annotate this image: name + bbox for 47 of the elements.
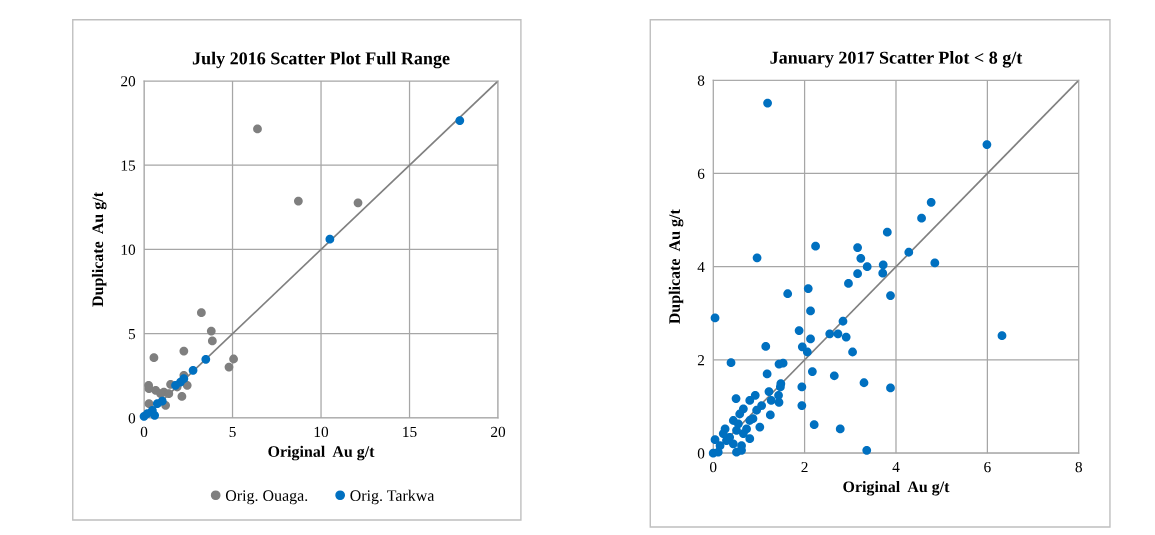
x-axis-title: Original Au g/t [268,445,375,461]
point [177,392,187,401]
x-tick-label: 20 [491,426,506,438]
x-tick-label: 8 [1075,461,1083,473]
x-tick-label: 6 [984,461,991,473]
point [325,234,335,244]
x-tick-label: 10 [314,426,329,438]
point [455,116,465,125]
y-tick-label: 15 [121,160,136,171]
y-tick-label: 0 [128,413,136,424]
legend-label: Orig. Ouaga. [225,490,308,505]
y-tick-label: 5 [128,329,136,340]
point [207,336,217,346]
x-tick-label: 4 [892,462,900,473]
y-tick-label: 6 [697,168,705,179]
x-tick-label: 5 [229,426,236,438]
x-tick-label: 2 [801,461,808,473]
point [353,198,363,208]
point [253,124,262,134]
y-tick-label: 10 [121,244,136,255]
point [143,409,152,419]
point [224,362,234,372]
point [201,354,211,364]
x-axis-title: Original Au g/t [843,480,950,496]
y-tick-label: 2 [697,355,705,366]
y-tick-label: 8 [697,75,705,86]
point [188,365,198,375]
y-axis-title: Duplicate Au g/t [668,209,684,324]
point [206,326,216,336]
point [293,196,303,206]
point [229,354,238,364]
x-tick-label: 15 [403,426,417,438]
y-tick-label: 0 [697,448,705,459]
point [150,410,160,420]
point [196,308,206,318]
x-tick-label: 0 [140,426,148,438]
point [179,346,189,356]
point [164,389,174,399]
chart-title: January 2017 Scatter Plot < 8 g/t [770,51,1023,68]
y-tick-label: 4 [697,261,705,272]
y-tick-label: 20 [121,76,136,87]
y-axis-title: Duplicate Au g/t [91,192,107,307]
point [149,353,159,363]
point [152,399,162,409]
x-tick-label: 0 [709,461,717,473]
chart-title: July 2016 Scatter Plot Full Range [192,51,450,69]
legend-label: Orig. Tarkwa [350,489,435,505]
